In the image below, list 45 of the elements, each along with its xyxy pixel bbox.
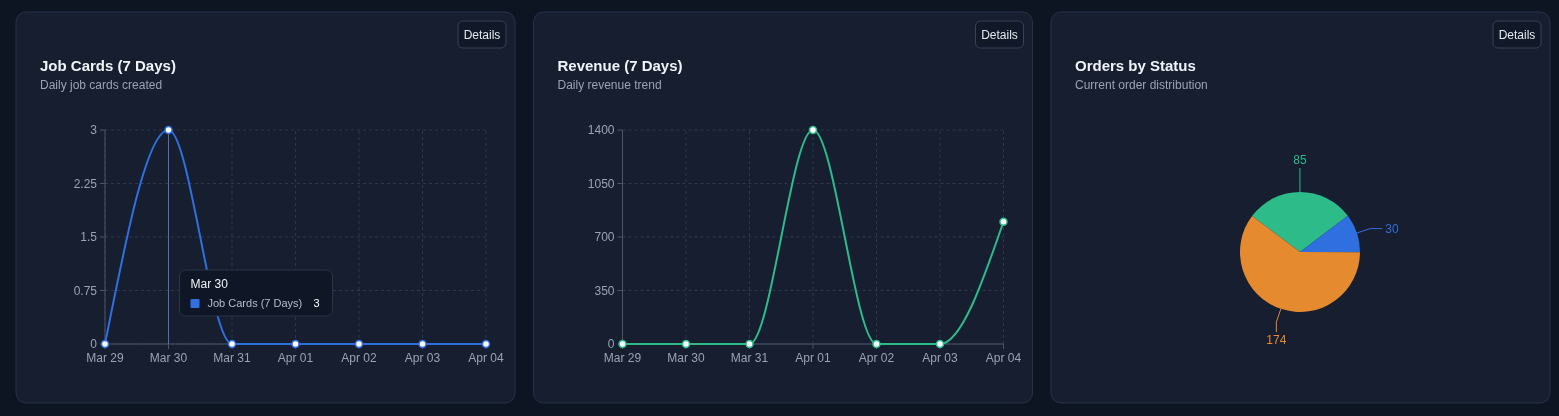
y-tick-label: 1400 [587, 123, 615, 137]
text: Details [981, 28, 1018, 42]
y-tick-label: 700 [594, 230, 615, 244]
x-tick-label: Apr 01 [795, 351, 831, 365]
x-tick-label: Mar 29 [603, 351, 642, 365]
chart-subtitle: Daily job cards created [40, 78, 163, 92]
point [999, 217, 1008, 226]
x-tick-label: Apr 04 [985, 351, 1022, 365]
point [681, 339, 691, 349]
y-tick-label: 1050 [587, 176, 615, 191]
x-tick-label: Mar 30 [149, 351, 188, 365]
chart-title: Revenue (7 Days) [557, 57, 683, 74]
y-tick-label: 1.5 [80, 230, 98, 244]
x-tick-label: Apr 04 [468, 351, 504, 365]
x-tick-label: Apr 02 [858, 351, 895, 365]
annotation: 3 [313, 297, 320, 309]
data-label: 30 [1385, 221, 1399, 236]
data-label: 174 [1266, 333, 1287, 348]
chart-title: Job Cards (7 Days) [40, 57, 176, 74]
y-tick-label: 0 [90, 337, 98, 351]
y-tick-label: 350 [594, 283, 615, 298]
chart-subtitle: Daily revenue trend [557, 78, 662, 92]
y-tick-label: 3 [90, 123, 98, 137]
y-tick-label: 0.75 [73, 283, 98, 298]
x-tick-label: Mar 30 [667, 351, 705, 365]
point [808, 125, 818, 135]
x-tick-label: Apr 01 [277, 351, 314, 365]
y-tick-label: 2.25 [73, 176, 98, 191]
x-tick-label: Mar 31 [213, 351, 251, 365]
text: Current order distribution [1075, 78, 1208, 92]
data-label: 85 [1293, 153, 1307, 167]
y-tick-label: 0 [607, 337, 615, 351]
x-tick-label: Apr 02 [341, 351, 377, 365]
point [872, 339, 881, 349]
annotation: Mar 30 [190, 277, 229, 291]
x-tick-label: Apr 03 [404, 351, 441, 365]
text: Details [1498, 28, 1536, 42]
chart-title: Orders by Status [1075, 57, 1196, 74]
point [745, 339, 754, 349]
legend-label: Job Cards (7 Days) [207, 297, 303, 309]
x-tick-label: Apr 03 [922, 351, 958, 365]
x-tick-label: Mar 29 [86, 351, 124, 365]
text: Details [463, 28, 501, 42]
point [935, 339, 945, 349]
x-tick-label: Mar 31 [730, 351, 769, 365]
